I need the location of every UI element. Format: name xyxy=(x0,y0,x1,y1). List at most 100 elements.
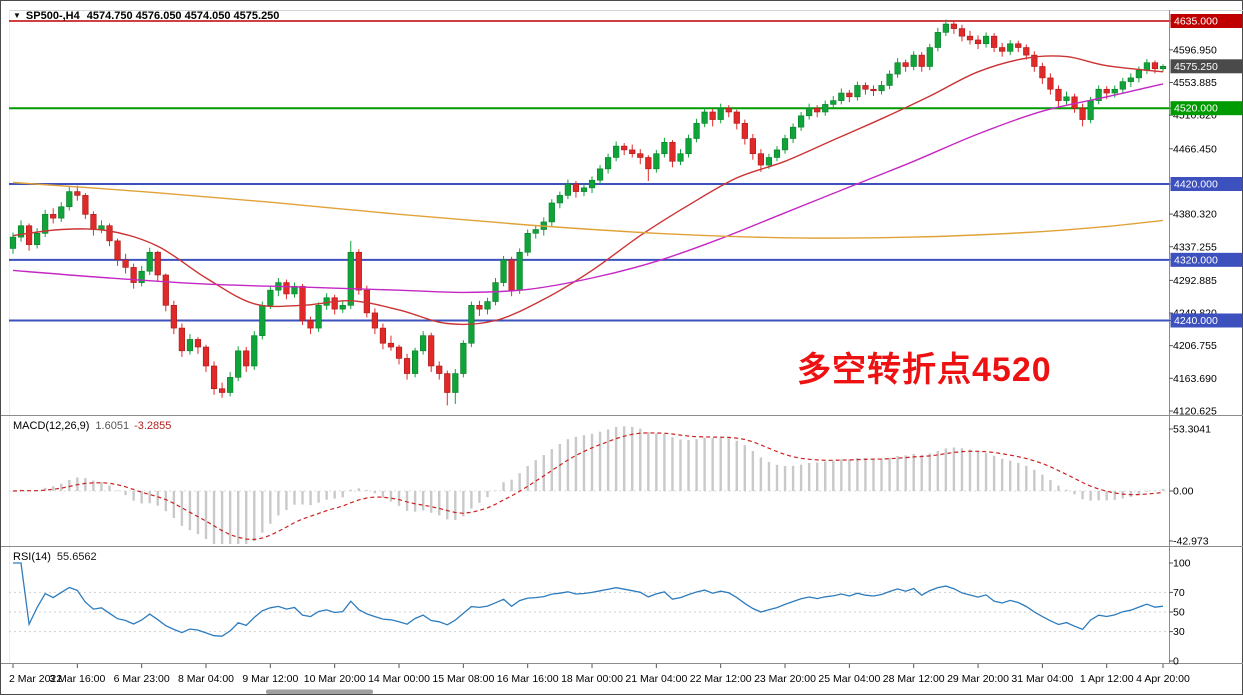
candle-body xyxy=(307,320,314,329)
candle xyxy=(476,300,483,316)
candle xyxy=(387,335,395,351)
macd-bar xyxy=(1129,491,1133,497)
candle-body xyxy=(958,28,966,37)
candle xyxy=(315,302,322,332)
candle-body xyxy=(830,100,837,105)
macd-bar xyxy=(261,491,264,533)
candle-body xyxy=(1055,88,1062,101)
macd-bar xyxy=(1137,491,1141,495)
candle xyxy=(693,118,700,143)
badge-text: 4635.000 xyxy=(1174,16,1218,28)
candle-body xyxy=(235,350,242,378)
candle-body xyxy=(154,251,161,276)
candle-body xyxy=(170,305,177,329)
macd-bar xyxy=(92,480,95,491)
time-axis-label: 4 Apr 20:00 xyxy=(1136,673,1190,685)
macd-bar xyxy=(405,491,409,511)
macd-bar xyxy=(1065,489,1068,491)
candle xyxy=(572,180,580,198)
macd-bar xyxy=(574,436,578,491)
macd-bar xyxy=(245,491,248,544)
macd-bar xyxy=(140,491,143,504)
macd-bar xyxy=(799,464,803,491)
candle-body xyxy=(733,111,740,124)
candle-body xyxy=(355,251,362,291)
candle xyxy=(629,144,636,158)
candle xyxy=(789,123,797,144)
candle-body xyxy=(1063,96,1070,101)
macd-bar xyxy=(727,438,730,491)
candle xyxy=(138,265,145,287)
candle xyxy=(910,51,917,71)
candle-body xyxy=(114,240,121,261)
candle-body xyxy=(283,282,290,295)
macd-bar xyxy=(1009,460,1012,491)
candle xyxy=(942,19,949,37)
macd-bar xyxy=(454,491,457,520)
macd-bar xyxy=(840,459,843,491)
candle-body xyxy=(741,123,748,139)
candle xyxy=(733,109,740,130)
macd-bar xyxy=(204,491,208,539)
candle-body xyxy=(653,153,660,170)
macd-bar xyxy=(735,440,738,491)
macd-bar xyxy=(462,491,465,517)
candle xyxy=(902,59,909,72)
macd-bar xyxy=(373,491,377,494)
macd-bar xyxy=(236,491,240,544)
macd-bar xyxy=(968,449,972,491)
candle xyxy=(749,133,756,160)
macd-bar xyxy=(325,491,328,500)
candle xyxy=(1031,51,1038,72)
candle xyxy=(25,223,33,251)
macd-bar xyxy=(663,433,666,491)
candle-body xyxy=(588,179,596,189)
time-axis-label: 15 Mar 08:00 xyxy=(432,673,494,685)
macd-bar xyxy=(317,491,320,503)
macd-bar xyxy=(132,491,135,501)
candle-body xyxy=(854,85,861,98)
candle-body xyxy=(1127,77,1134,82)
macd-bar xyxy=(614,426,618,491)
candle xyxy=(202,344,210,373)
candle-body xyxy=(508,259,515,291)
macd-bar xyxy=(880,458,883,491)
macd-bar xyxy=(606,429,610,491)
candle-body xyxy=(403,358,411,374)
macd-bar xyxy=(1017,462,1020,491)
candle-body xyxy=(910,54,917,67)
candle-body xyxy=(17,225,25,238)
macd-bar xyxy=(293,491,296,505)
candle xyxy=(934,27,941,52)
macd-bar xyxy=(671,437,674,491)
candle-body xyxy=(999,47,1006,52)
candle-body xyxy=(781,138,789,151)
badge-bg xyxy=(1170,59,1243,74)
annotation-text[interactable]: 多空转折点4520 xyxy=(797,351,1052,389)
candle xyxy=(846,89,853,103)
macd-bar xyxy=(124,491,127,496)
candle-body xyxy=(605,157,612,170)
macd-bar xyxy=(912,454,915,491)
horizontal-scrollbar-thumb[interactable] xyxy=(266,689,373,695)
candle-body xyxy=(178,327,185,352)
candle xyxy=(283,279,290,300)
candle-body xyxy=(66,191,73,208)
macd-bar xyxy=(815,462,819,491)
candle-body xyxy=(613,145,620,158)
candle-body xyxy=(210,365,218,390)
candle-body xyxy=(387,342,395,348)
macd-bar xyxy=(920,454,923,491)
candle xyxy=(1079,103,1086,127)
candle xyxy=(653,149,660,173)
candle-body xyxy=(918,54,925,67)
time-axis-label: 28 Mar 12:00 xyxy=(883,673,945,685)
candle-body xyxy=(548,202,555,223)
candle-body xyxy=(452,373,459,393)
candle-body xyxy=(90,214,97,230)
candle-body xyxy=(347,251,354,306)
symbol-dropdown-icon[interactable]: ▼ xyxy=(13,11,21,20)
macd-bar xyxy=(1105,491,1108,501)
macd-bar xyxy=(944,448,948,491)
